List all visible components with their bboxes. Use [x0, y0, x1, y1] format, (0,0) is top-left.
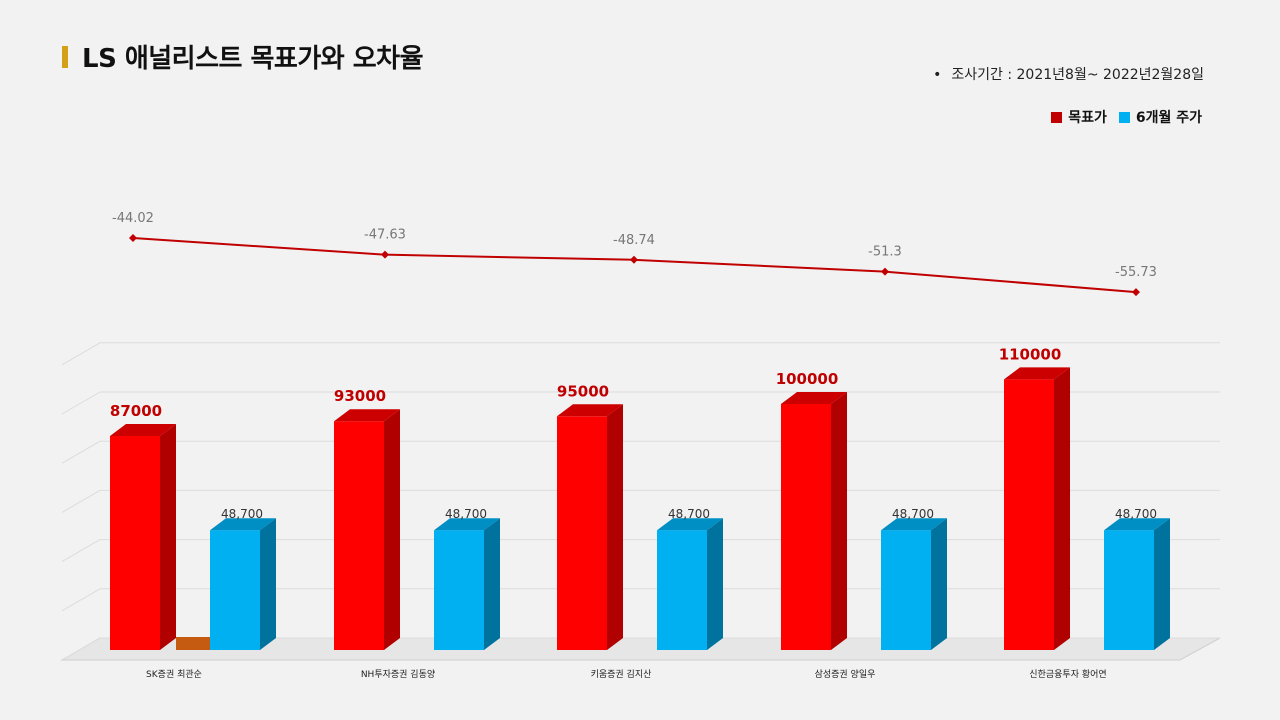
x-tick-label: 키움증권 김지산: [591, 668, 652, 680]
price-bar-top: [1104, 518, 1170, 531]
price-value-label: 48,700: [1115, 507, 1157, 521]
error-rate-label: -48.74: [613, 233, 655, 248]
target-bar-front: [334, 421, 384, 650]
x-tick-label: 신한금융투자 황어연: [1029, 669, 1106, 680]
target-bar-top: [557, 404, 623, 417]
error-rate-label: -51.3: [868, 245, 902, 260]
price-value-label: 48,700: [892, 507, 934, 521]
target-bar-top: [110, 423, 176, 436]
target-value-label: 93000: [334, 387, 386, 405]
period-bullet: •: [933, 67, 942, 83]
legend-label-price: 6개월 주가: [1135, 110, 1202, 126]
price-bar-top: [434, 518, 500, 531]
price-bar-front: [210, 530, 260, 650]
target-bar-side: [1054, 367, 1070, 650]
error-rate-label: -47.63: [364, 228, 406, 243]
price-value-label: 48,700: [445, 507, 487, 521]
error-rate-point: [129, 234, 137, 242]
target-value-label: 95000: [557, 382, 609, 400]
x-tick-label: NH투자증권 김동양: [361, 668, 435, 680]
price-bar-front: [1104, 530, 1154, 650]
legend-swatch-price: [1118, 111, 1130, 123]
error-rate-point: [381, 250, 389, 259]
target-bar-top: [1004, 367, 1070, 380]
price-bar-side: [707, 518, 723, 650]
target-bar-side: [607, 404, 623, 650]
price-bar-front: [657, 530, 707, 650]
error-rate-point: [1132, 288, 1140, 297]
target-bar-top: [334, 409, 400, 422]
gridline-side: [61, 489, 101, 513]
legend-item-price: 6개월 주가: [1118, 107, 1202, 127]
target-bar-side: [384, 409, 400, 650]
target-value-label: 110000: [999, 345, 1062, 363]
price-bar-side: [260, 518, 276, 650]
target-bar-front: [557, 416, 607, 650]
title-accent-bar: [62, 46, 68, 68]
target-bar-front: [781, 404, 831, 650]
price-bar-top: [210, 518, 276, 531]
gridline-side: [61, 539, 101, 563]
target-bar-side: [831, 392, 847, 650]
gridline-side: [61, 342, 101, 366]
price-bar-top: [657, 518, 723, 531]
error-rate-point: [630, 255, 638, 264]
error-rate-point: [881, 267, 889, 276]
legend-label-target: 목표가: [1068, 110, 1107, 126]
price-bar-front: [434, 530, 484, 650]
price-value-label: 48,700: [668, 507, 710, 521]
price-bar-top: [881, 518, 947, 531]
error-rate-label: -55.73: [1115, 265, 1157, 280]
price-bar-side: [1154, 518, 1170, 650]
gridline-side: [61, 440, 101, 464]
target-bar-front: [1004, 379, 1054, 650]
x-tick-label: SK증권 최관순: [146, 668, 202, 680]
target-value-label: 87000: [110, 402, 162, 420]
x-tick-label: 삼성증권 양일우: [815, 668, 876, 680]
gridline-side: [61, 391, 101, 415]
target-bar-side: [160, 423, 176, 650]
survey-period: • 조사기간 : 2021년8월~ 2022년2월28일: [933, 64, 1204, 84]
page-title: LS 애널리스트 목표가와 오차율: [82, 44, 424, 74]
price-bar-side: [931, 518, 947, 650]
legend-item-target: 목표가: [1051, 107, 1107, 127]
period-text: 조사기간 : 2021년8월~ 2022년2월28일: [951, 67, 1204, 83]
chart-legend: 목표가 6개월 주가: [1045, 107, 1202, 127]
legend-swatch-target: [1051, 111, 1063, 123]
gridline-side: [61, 588, 101, 612]
base-block: [176, 637, 210, 650]
target-bar-top: [781, 392, 847, 404]
target-bar-front: [110, 435, 160, 650]
target-value-label: 100000: [776, 370, 839, 388]
price-value-label: 48,700: [221, 507, 263, 521]
price-bar-front: [881, 530, 931, 650]
error-rate-label: -44.02: [112, 211, 154, 226]
gridline-side: [61, 637, 101, 661]
price-bar-side: [484, 518, 500, 650]
